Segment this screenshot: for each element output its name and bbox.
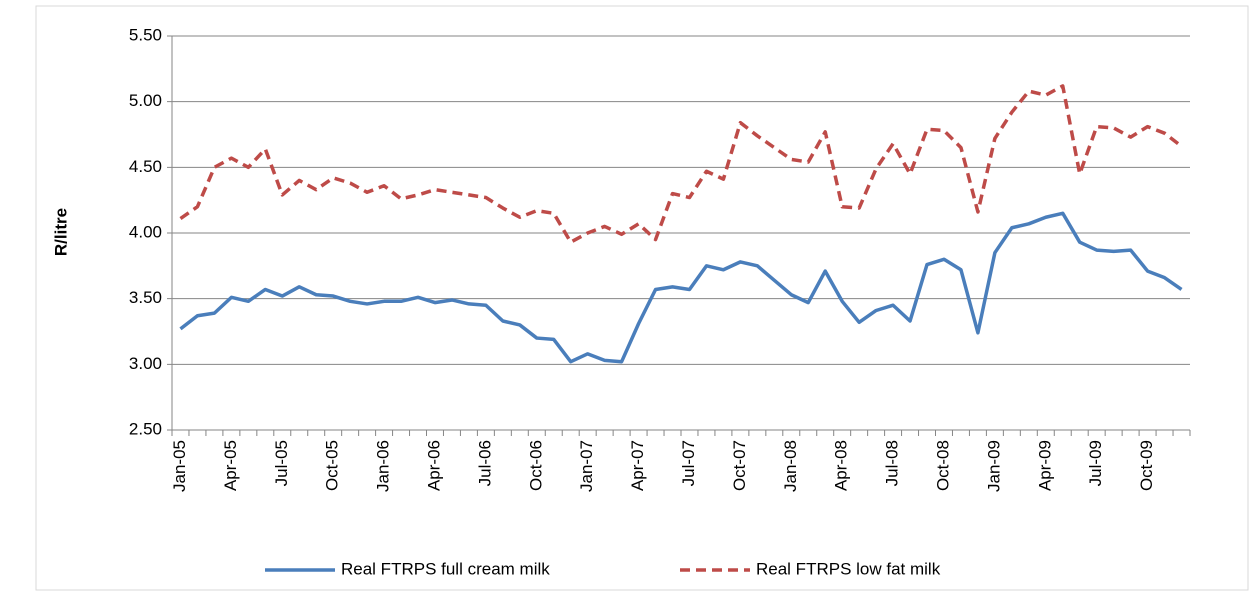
x-tick-label: Jan-09 bbox=[984, 440, 1003, 492]
y-axis-label: R/litre bbox=[51, 208, 70, 256]
x-tick-label: Oct-07 bbox=[730, 440, 749, 491]
x-tick-label: Apr-09 bbox=[1035, 440, 1054, 491]
y-tick-label: 3.00 bbox=[129, 354, 162, 373]
x-tick-label: Apr-07 bbox=[628, 440, 647, 491]
x-tick-label: Apr-05 bbox=[221, 440, 240, 491]
x-tick-label: Oct-08 bbox=[933, 440, 952, 491]
y-tick-label: 3.50 bbox=[129, 288, 162, 307]
x-tick-label: Jul-05 bbox=[272, 440, 291, 486]
x-tick-label: Jul-08 bbox=[883, 440, 902, 486]
y-tick-label: 4.00 bbox=[129, 222, 162, 241]
x-tick-label: Jan-07 bbox=[577, 440, 596, 492]
legend-label: Real FTRPS low fat milk bbox=[756, 559, 941, 578]
y-tick-label: 5.00 bbox=[129, 91, 162, 110]
y-tick-label: 4.50 bbox=[129, 157, 162, 176]
x-tick-label: Jul-06 bbox=[475, 440, 494, 486]
x-tick-label: Oct-09 bbox=[1137, 440, 1156, 491]
x-tick-label: Oct-05 bbox=[323, 440, 342, 491]
x-tick-label: Jan-08 bbox=[781, 440, 800, 492]
series-line bbox=[179, 84, 1183, 244]
x-tick-label: Jan-06 bbox=[374, 440, 393, 492]
x-tick-label: Oct-06 bbox=[526, 440, 545, 491]
y-tick-label: 2.50 bbox=[129, 419, 162, 438]
series-line bbox=[179, 211, 1183, 364]
y-tick-label: 5.50 bbox=[129, 25, 162, 44]
x-tick-label: Jul-07 bbox=[679, 440, 698, 486]
x-tick-label: Apr-08 bbox=[832, 440, 851, 491]
chart-frame bbox=[35, 5, 1249, 591]
x-tick-label: Apr-06 bbox=[424, 440, 443, 491]
x-tick-label: Jan-05 bbox=[170, 440, 189, 492]
legend-label: Real FTRPS full cream milk bbox=[341, 559, 550, 578]
x-tick-label: Jul-09 bbox=[1086, 440, 1105, 486]
